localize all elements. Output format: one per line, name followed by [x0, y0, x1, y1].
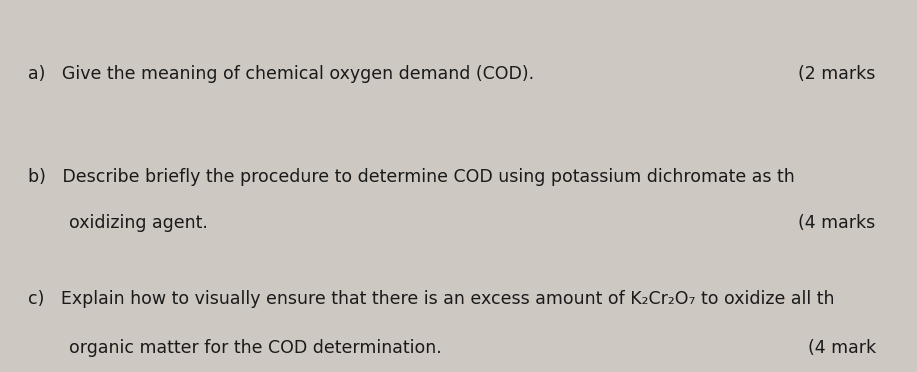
Text: a)   Give the meaning of chemical oxygen demand (COD).: a) Give the meaning of chemical oxygen d… — [28, 65, 534, 83]
Text: oxidizing agent.: oxidizing agent. — [69, 214, 207, 232]
Text: b)   Describe briefly the procedure to determine COD using potassium dichromate : b) Describe briefly the procedure to det… — [28, 168, 794, 186]
Text: (4 mark: (4 mark — [808, 339, 876, 357]
Text: organic matter for the COD determination.: organic matter for the COD determination… — [69, 339, 441, 357]
Text: c)   Explain how to visually ensure that there is an excess amount of K₂Cr₂O₇ to: c) Explain how to visually ensure that t… — [28, 291, 834, 308]
Text: (4 marks: (4 marks — [799, 214, 876, 232]
Text: (2 marks: (2 marks — [799, 65, 876, 83]
